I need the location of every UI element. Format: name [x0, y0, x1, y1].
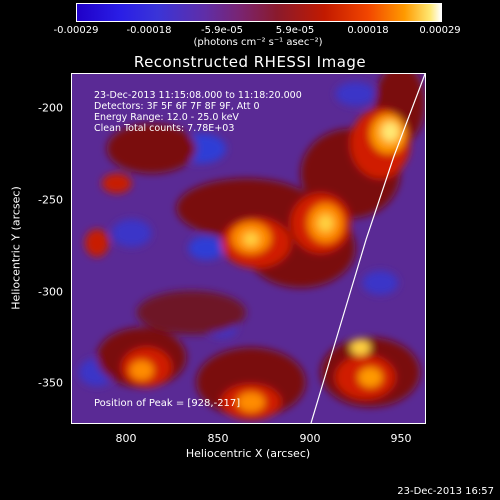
colorbar-tick: -5.9e-05: [201, 25, 243, 36]
y-tick-label: -300: [38, 285, 63, 299]
x-tick-label: 850: [207, 432, 229, 445]
info-line-energy: Energy Range: 12.0 - 25.0 keV: [94, 112, 239, 123]
info-line-detectors: Detectors: 3F 5F 6F 7F 8F 9F, Att 0: [94, 101, 260, 112]
heatmap-blobs: [78, 74, 425, 421]
y-tick-label: -250: [38, 193, 63, 207]
colorbar-unit: (photons cm⁻² s⁻¹ asec⁻²): [193, 37, 323, 48]
x-tick-label: 800: [115, 432, 137, 445]
y-axis-label: Heliocentric Y (arcsec): [9, 186, 23, 310]
footer-timestamp: 23-Dec-2013 16:57: [397, 486, 494, 497]
info-line-time: 23-Dec-2013 11:15:08.000 to 11:18:20.000: [94, 90, 302, 101]
colorbar-tick: 0.00018: [347, 25, 389, 36]
x-tick-label: 950: [390, 432, 412, 445]
colorbar-tick: 5.9e-05: [275, 25, 315, 36]
colorbar-tick: 0.00029: [419, 25, 461, 36]
y-tick-label: -200: [38, 101, 63, 115]
peak-position-text: Position of Peak = [928,-217]: [94, 398, 241, 409]
colorbar: [76, 3, 442, 22]
info-line-counts: Clean Total counts: 7.78E+03: [94, 123, 235, 134]
solar-limb-curve: [310, 74, 425, 423]
heatmap-image: [72, 74, 425, 423]
colorbar-tick: -0.00029: [53, 25, 99, 36]
plot-area: 23-Dec-2013 11:15:08.000 to 11:18:20.000…: [71, 73, 426, 424]
chart-title: Reconstructed RHESSI Image: [133, 53, 367, 71]
x-tick-label: 900: [299, 432, 321, 445]
colorbar-tick: -0.00018: [126, 25, 172, 36]
x-axis-label: Heliocentric X (arcsec): [185, 447, 311, 460]
y-tick-label: -350: [38, 376, 63, 390]
